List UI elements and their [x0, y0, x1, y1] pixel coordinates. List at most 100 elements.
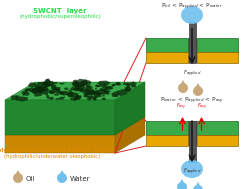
Circle shape	[57, 173, 67, 183]
Polygon shape	[39, 92, 46, 94]
Polygon shape	[116, 82, 119, 85]
Polygon shape	[65, 92, 78, 98]
Polygon shape	[79, 85, 82, 88]
Polygon shape	[22, 91, 26, 96]
Polygon shape	[95, 84, 103, 87]
Polygon shape	[82, 90, 95, 95]
Bar	[188, 22, 196, 63]
Circle shape	[177, 182, 187, 189]
Polygon shape	[85, 86, 93, 90]
Polygon shape	[72, 81, 78, 87]
Polygon shape	[45, 88, 50, 91]
Polygon shape	[41, 82, 45, 85]
Polygon shape	[49, 91, 55, 94]
Polygon shape	[64, 88, 69, 90]
Polygon shape	[96, 89, 107, 95]
Polygon shape	[111, 84, 115, 86]
Polygon shape	[45, 91, 48, 96]
Polygon shape	[74, 97, 80, 99]
Polygon shape	[86, 85, 91, 88]
Polygon shape	[55, 98, 61, 100]
Polygon shape	[104, 84, 106, 86]
Text: $F_{asy}$: $F_{asy}$	[197, 102, 208, 112]
Polygon shape	[131, 85, 136, 88]
Polygon shape	[74, 98, 77, 101]
Polygon shape	[124, 86, 132, 92]
Text: $F_{applied}$: $F_{applied}$	[183, 167, 201, 177]
Polygon shape	[5, 117, 145, 135]
Polygon shape	[87, 95, 93, 97]
Polygon shape	[54, 94, 59, 96]
Polygon shape	[75, 79, 88, 87]
Polygon shape	[75, 83, 85, 90]
Polygon shape	[111, 91, 119, 97]
Text: $F_{asy}$: $F_{asy}$	[176, 102, 187, 112]
Polygon shape	[102, 97, 106, 100]
Bar	[187, 121, 196, 146]
Polygon shape	[58, 91, 62, 93]
Polygon shape	[56, 89, 58, 90]
Polygon shape	[115, 117, 145, 153]
Text: $F_{applied}$: $F_{applied}$	[183, 69, 201, 79]
Bar	[196, 135, 238, 146]
Polygon shape	[24, 90, 28, 93]
Polygon shape	[95, 85, 100, 87]
Polygon shape	[100, 88, 105, 91]
Polygon shape	[81, 80, 91, 86]
Polygon shape	[115, 82, 121, 85]
Polygon shape	[24, 88, 36, 91]
Polygon shape	[52, 82, 58, 84]
Bar	[188, 121, 196, 162]
Polygon shape	[118, 83, 121, 86]
Polygon shape	[87, 97, 90, 98]
Bar	[196, 52, 238, 63]
Polygon shape	[52, 88, 60, 91]
Polygon shape	[89, 95, 98, 99]
Text: P$_{oil}$ < P$_{applied}$ < P$_{water}$: P$_{oil}$ < P$_{applied}$ < P$_{water}$	[161, 2, 223, 12]
Polygon shape	[73, 88, 80, 91]
Polygon shape	[106, 86, 113, 89]
Polygon shape	[5, 135, 115, 153]
Polygon shape	[46, 83, 52, 86]
Polygon shape	[123, 88, 130, 93]
Polygon shape	[59, 91, 70, 96]
Polygon shape	[36, 90, 40, 92]
Polygon shape	[33, 87, 45, 92]
Polygon shape	[11, 95, 17, 100]
Text: Oil: Oil	[26, 176, 35, 182]
Polygon shape	[35, 86, 41, 88]
Polygon shape	[126, 83, 130, 88]
Polygon shape	[44, 78, 51, 87]
Polygon shape	[102, 84, 107, 88]
Bar	[146, 121, 187, 135]
Polygon shape	[74, 95, 81, 100]
Circle shape	[13, 173, 23, 183]
Polygon shape	[112, 84, 116, 86]
Polygon shape	[108, 90, 110, 92]
Polygon shape	[179, 179, 185, 185]
Polygon shape	[84, 95, 89, 97]
Polygon shape	[69, 87, 77, 91]
Polygon shape	[42, 89, 45, 91]
Polygon shape	[54, 88, 61, 94]
Polygon shape	[24, 98, 26, 100]
Polygon shape	[51, 84, 57, 90]
Polygon shape	[51, 87, 61, 90]
Polygon shape	[106, 92, 110, 95]
Polygon shape	[24, 92, 30, 96]
Polygon shape	[115, 82, 145, 135]
Polygon shape	[102, 88, 109, 92]
Polygon shape	[79, 88, 88, 92]
Polygon shape	[59, 92, 65, 94]
Polygon shape	[70, 97, 77, 101]
Circle shape	[193, 185, 203, 189]
Polygon shape	[130, 81, 136, 86]
Bar	[146, 52, 187, 63]
Polygon shape	[59, 97, 64, 100]
Polygon shape	[93, 97, 97, 101]
Polygon shape	[38, 86, 49, 93]
Bar	[146, 135, 187, 146]
Polygon shape	[16, 96, 28, 101]
Polygon shape	[104, 91, 109, 94]
Polygon shape	[24, 89, 31, 91]
